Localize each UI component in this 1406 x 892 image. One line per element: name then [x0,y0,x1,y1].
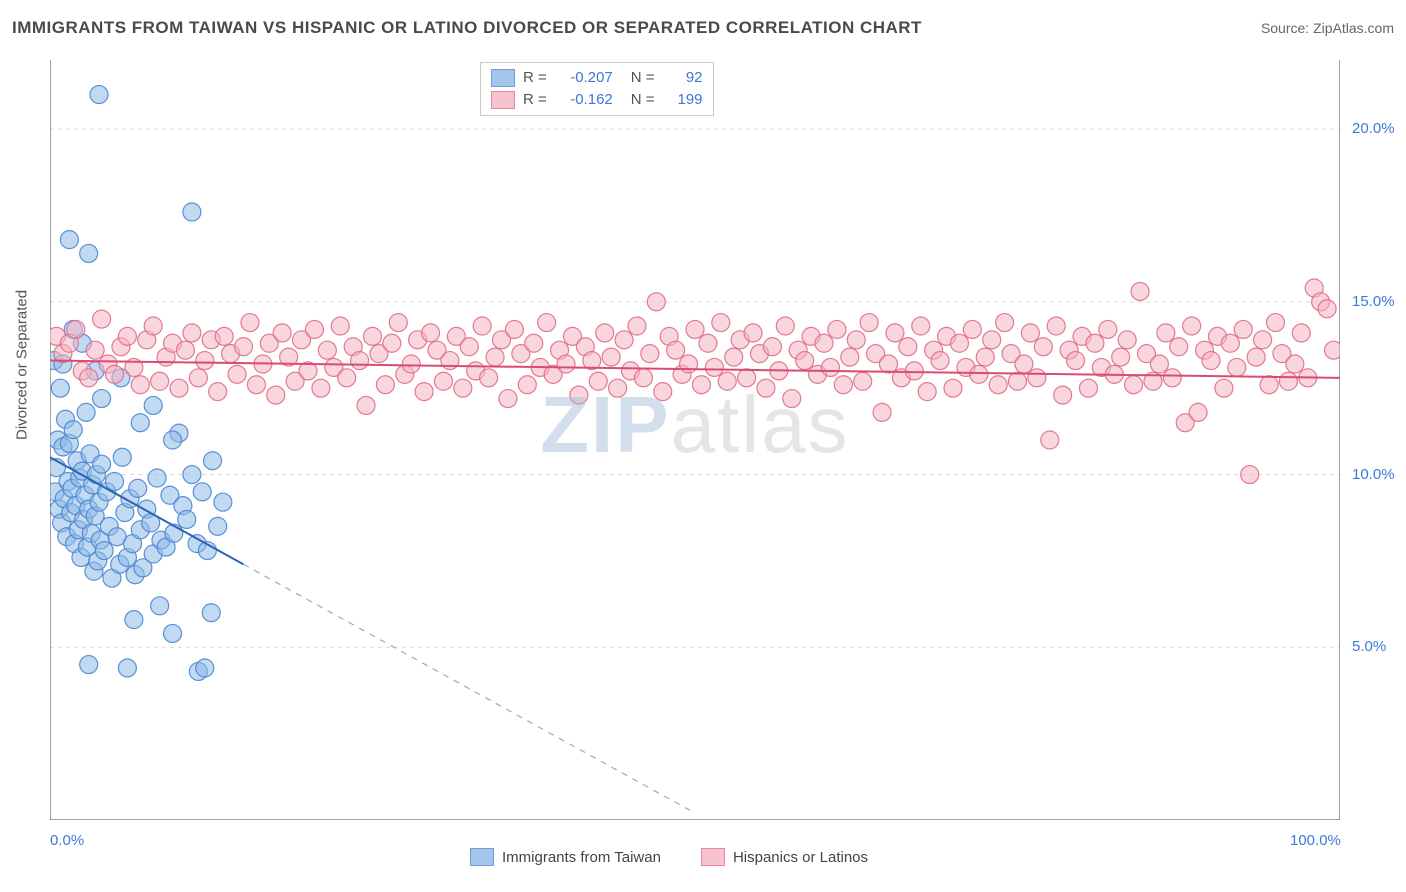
y-axis-label: Divorced or Separated [14,290,31,440]
n-value: 199 [663,89,703,111]
y-tick-label: 10.0% [1352,466,1395,483]
legend-swatch [491,69,515,87]
scatter-plot [50,60,1340,820]
series-legend: Immigrants from Taiwan Hispanics or Latin… [470,848,868,866]
legend-swatch [491,91,515,109]
series-name: Hispanics or Latinos [733,849,868,866]
legend-row: R = -0.162 N = 199 [491,89,703,111]
legend-swatch [470,848,494,866]
legend-item: Hispanics or Latinos [701,848,868,866]
legend-item: Immigrants from Taiwan [470,848,661,866]
chart-title: IMMIGRANTS FROM TAIWAN VS HISPANIC OR LA… [12,18,922,38]
n-label: N = [631,67,655,89]
correlation-legend: R = -0.207 N = 92 R = -0.162 N = 199 [480,62,714,116]
y-tick-label: 5.0% [1352,638,1386,655]
x-tick-label: 0.0% [50,832,84,849]
x-tick-label: 100.0% [1290,832,1341,849]
r-label: R = [523,67,547,89]
r-label: R = [523,89,547,111]
r-value: -0.162 [555,89,613,111]
r-value: -0.207 [555,67,613,89]
source-label: Source: ZipAtlas.com [1261,20,1394,36]
series-name: Immigrants from Taiwan [502,849,661,866]
y-tick-label: 15.0% [1352,293,1395,310]
n-label: N = [631,89,655,111]
n-value: 92 [663,67,703,89]
y-tick-label: 20.0% [1352,120,1395,137]
legend-row: R = -0.207 N = 92 [491,67,703,89]
legend-swatch [701,848,725,866]
